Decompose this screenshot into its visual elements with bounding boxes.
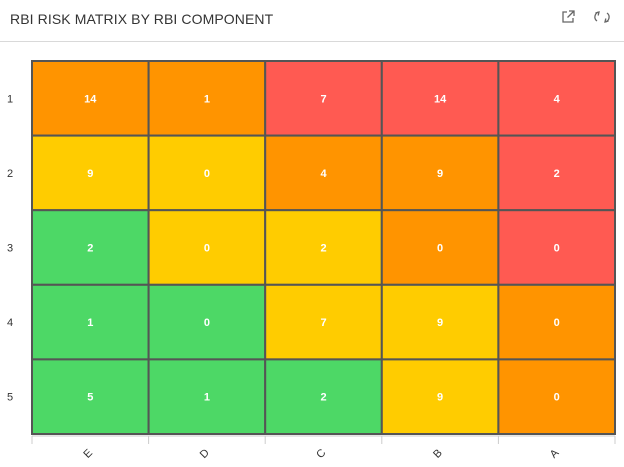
cell-value-label: 14 (434, 93, 447, 105)
cell-value-label: 7 (320, 93, 326, 105)
cell-value-label: 1 (204, 93, 210, 105)
matrix-cell[interactable] (497, 283, 616, 361)
matrix-cell[interactable] (380, 134, 500, 212)
cell-value-label: 1 (87, 317, 93, 329)
cell-value-label: 14 (84, 93, 97, 105)
row-axis-label: 1 (7, 93, 13, 105)
cell-value-label: 0 (437, 243, 443, 255)
matrix-cell[interactable] (264, 283, 383, 361)
matrix-cell[interactable] (264, 134, 383, 212)
matrix-cell[interactable] (264, 358, 383, 435)
column-axis-label: C (314, 447, 328, 461)
cell-value-label: 9 (437, 392, 443, 404)
matrix-cell[interactable] (31, 358, 150, 435)
matrix-cell[interactable] (264, 209, 383, 286)
cell-value-label: 2 (320, 392, 326, 404)
chart-title: RBI RISK MATRIX BY RBI COMPONENT (10, 11, 274, 27)
cell-value-label: 9 (437, 168, 443, 180)
cell-value-label: 2 (87, 243, 93, 255)
matrix-cell[interactable] (31, 209, 150, 286)
row-axis-label: 5 (7, 392, 13, 404)
cell-value-label: 0 (204, 243, 210, 255)
cell-value-label: 0 (554, 392, 560, 404)
external-link-icon[interactable] (556, 5, 580, 29)
column-axis-label: D (198, 447, 212, 461)
column-axis-label: A (548, 447, 562, 461)
matrix-cell[interactable] (497, 209, 616, 286)
cell-value-label: 9 (437, 317, 443, 329)
column-axis-label: B (431, 447, 445, 461)
cell-value-label: 2 (554, 168, 560, 180)
matrix-cell[interactable] (497, 358, 616, 435)
refresh-icon[interactable] (590, 5, 614, 29)
cell-value-label: 0 (204, 317, 210, 329)
row-axis-label: 2 (7, 168, 13, 180)
matrix-cell[interactable] (147, 358, 267, 435)
chart-header: RBI RISK MATRIX BY RBI COMPONENT (0, 0, 624, 42)
cell-value-label: 0 (554, 243, 560, 255)
cell-value-label: 4 (554, 93, 561, 105)
column-axis-label: E (81, 447, 95, 461)
cell-value-label: 5 (87, 392, 93, 404)
row-axis-label: 4 (7, 317, 13, 329)
cell-value-label: 2 (320, 243, 326, 255)
row-axis-label: 3 (7, 243, 13, 255)
matrix-cell[interactable] (147, 134, 267, 212)
cell-value-label: 0 (204, 168, 210, 180)
matrix-cell[interactable] (147, 283, 267, 361)
cell-value-label: 0 (554, 317, 560, 329)
matrix-cell[interactable] (31, 134, 150, 212)
cell-value-label: 4 (320, 168, 327, 180)
cell-value-label: 1 (204, 392, 210, 404)
matrix-cell[interactable] (380, 283, 500, 361)
cell-value-label: 9 (87, 168, 93, 180)
matrix-cell[interactable] (380, 358, 500, 435)
matrix-cell[interactable] (31, 283, 150, 361)
cell-value-label: 7 (320, 317, 326, 329)
